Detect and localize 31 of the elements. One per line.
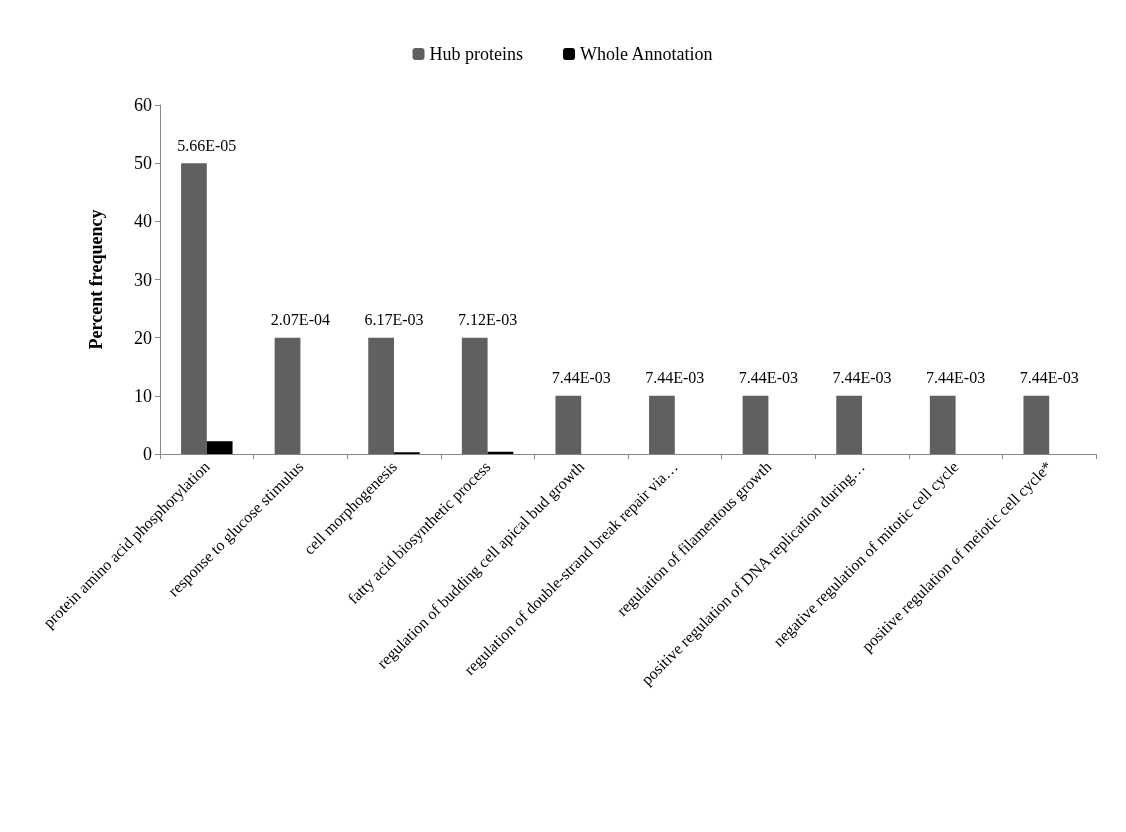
bar: [206, 441, 233, 454]
legend-label: Hub proteins: [429, 44, 524, 64]
legend-label: Whole Annotation: [580, 44, 713, 64]
bar: [836, 395, 862, 454]
annotation: 7.12E-03: [458, 311, 518, 329]
y-tick-label: 40: [134, 211, 152, 232]
y-tick-label: 30: [134, 269, 152, 290]
y-tick-label: 50: [134, 153, 152, 174]
annotation: 2.07E-04: [270, 311, 330, 329]
annotation: 7.44E-03: [926, 369, 986, 387]
y-tick-label: 0: [143, 444, 152, 464]
annotation: 7.44E-03: [551, 369, 611, 387]
bar: [649, 395, 675, 454]
bar: [181, 163, 207, 454]
y-tick-label: 20: [134, 327, 152, 348]
annotation: 6.17E-03: [364, 311, 424, 329]
bar: [1023, 395, 1050, 454]
annotation: 7.44E-03: [1019, 369, 1079, 387]
y-axis-title: Percent frequency: [86, 209, 106, 350]
annotation: 7.44E-03: [832, 369, 892, 387]
bar: [929, 395, 956, 454]
bar: [368, 337, 394, 454]
annotation: 7.44E-03: [738, 369, 798, 387]
annotation: 7.44E-03: [645, 369, 705, 387]
y-tick-label: 10: [134, 385, 152, 406]
bar: [461, 337, 488, 454]
y-tick-label: 60: [134, 95, 152, 115]
annotation: 5.66E-05: [177, 136, 237, 154]
bar: [274, 337, 301, 454]
bar: [742, 395, 769, 454]
bar: [555, 395, 582, 454]
